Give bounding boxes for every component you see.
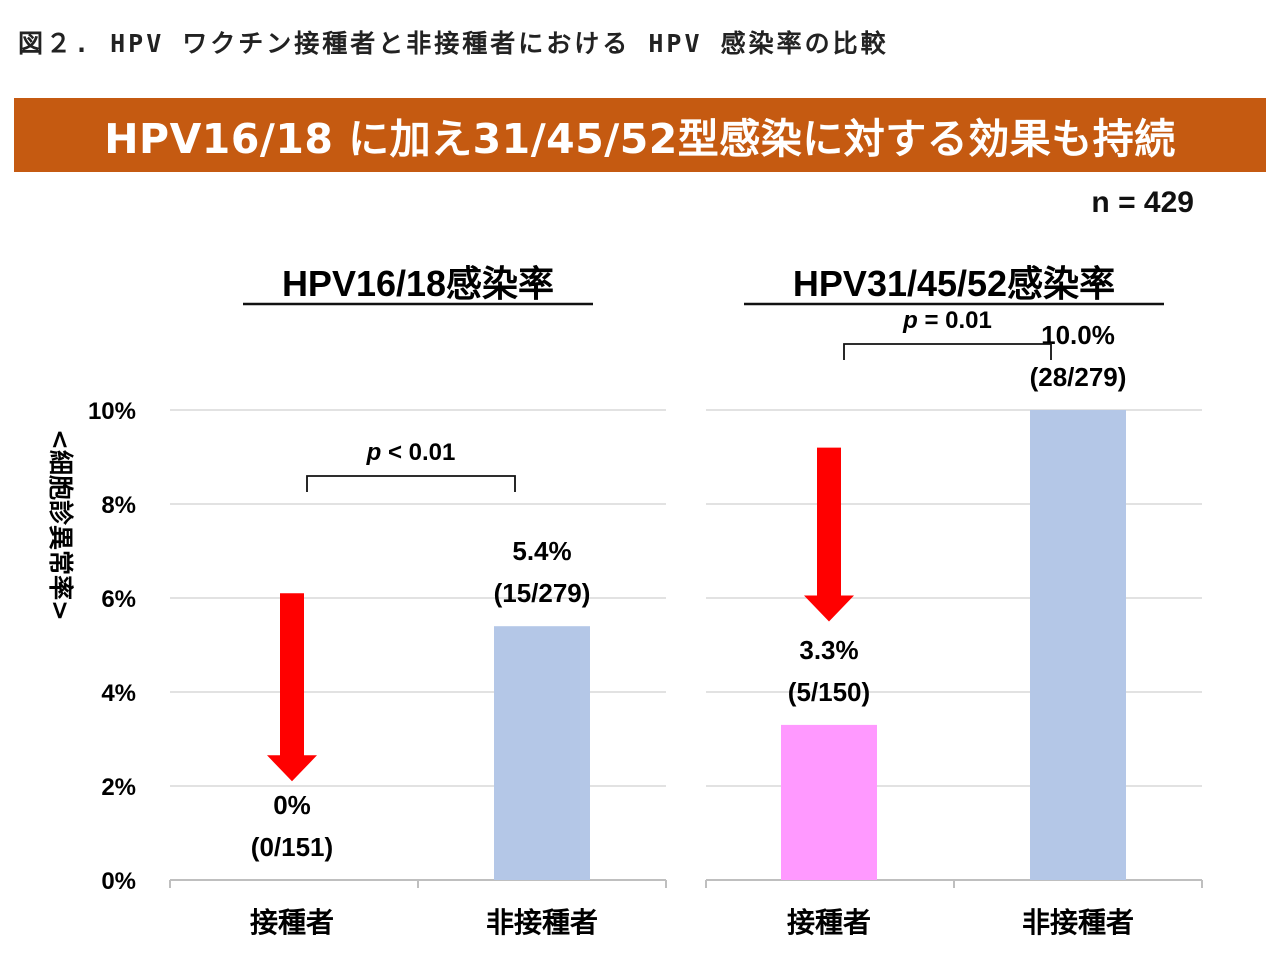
sample-size-label: n = 429 [1091,186,1194,219]
panel-1-count-label-2: (15/279) [494,578,591,608]
y-axis-label: <細胞診異常率> [46,429,75,621]
y-tick-label: 8% [101,492,136,519]
headline-banner: HPV16/18 に加え31/45/52型感染に対する効果も持続 [14,98,1266,172]
headline-text: HPV16/18 に加え31/45/52型感染に対する効果も持続 [104,115,1176,163]
panel-2-count-label-2: (28/279) [1030,362,1127,392]
panel-2-category-label-1: 接種者 [787,906,871,939]
panel-2-down-arrow [804,447,854,622]
y-tick-label: 4% [101,680,136,707]
panel-2-bar-2 [1030,410,1126,880]
panel-1-down-arrow [267,593,317,782]
panel-1-category-label-2: 非接種者 [486,906,598,939]
panel-2-category-label-2: 非接種者 [1022,906,1134,939]
panel-2-value-label-1: 3.3% [799,635,858,665]
figure-caption: 図２. HPV ワクチン接種者と非接種者における HPV 感染率の比較 [18,29,889,58]
y-tick-label: 6% [101,586,136,613]
panel-1-value-label-1: 0% [273,790,311,820]
y-tick-label: 0% [101,868,136,895]
panel-1-significance-bracket [306,475,516,492]
panel-1-p-value: p < 0.01 [366,439,456,466]
panel-1-category-label-1: 接種者 [250,906,334,939]
panel-2-title: HPV31/45/52感染率 [793,263,1115,304]
panel-2-bar-1 [781,724,877,880]
y-tick-label: 2% [101,774,136,801]
panel-1-count-label-1: (0/151) [251,832,333,862]
panel-2-significance-bracket [843,343,1052,360]
panel-2-p-value: p = 0.01 [902,307,992,334]
y-tick-label: 10% [88,398,136,425]
panel-2-value-label-2: 10.0% [1041,320,1115,350]
panel-1-bar-2 [494,626,590,880]
panel-1-value-label-2: 5.4% [512,536,571,566]
panel-1-title: HPV16/18感染率 [282,263,554,304]
panel-2-count-label-1: (5/150) [788,677,870,707]
